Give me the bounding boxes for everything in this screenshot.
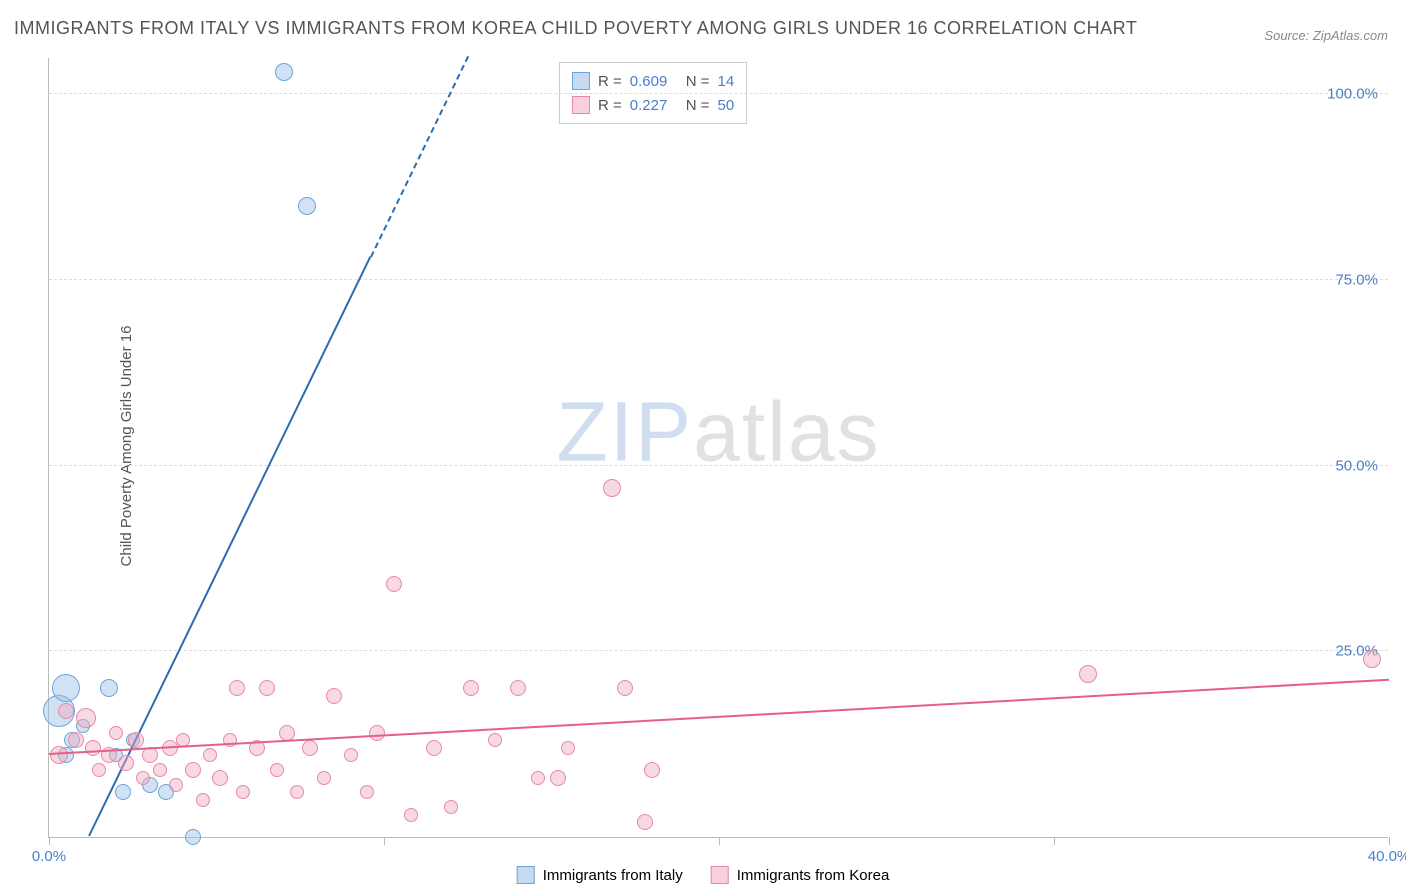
data-point bbox=[270, 763, 284, 777]
data-point bbox=[617, 680, 633, 696]
data-point bbox=[360, 785, 374, 799]
data-point bbox=[136, 771, 150, 785]
data-point bbox=[550, 770, 566, 786]
data-point bbox=[1363, 650, 1381, 668]
data-point bbox=[561, 741, 575, 755]
gridline bbox=[49, 465, 1388, 466]
data-point bbox=[637, 814, 653, 830]
data-point bbox=[109, 726, 123, 740]
data-point bbox=[488, 733, 502, 747]
legend-n-label: N = bbox=[686, 73, 710, 90]
chart-title: IMMIGRANTS FROM ITALY VS IMMIGRANTS FROM… bbox=[14, 18, 1137, 39]
legend-row: R = 0.227 N = 50 bbox=[572, 93, 734, 117]
gridline bbox=[49, 93, 1388, 94]
legend-item-label: Immigrants from Italy bbox=[543, 867, 683, 884]
legend-n-label: N = bbox=[686, 97, 710, 114]
legend-swatch bbox=[711, 866, 729, 884]
data-point bbox=[68, 732, 84, 748]
source-attribution: Source: ZipAtlas.com bbox=[1264, 28, 1388, 43]
legend-n-value: 14 bbox=[718, 73, 735, 90]
data-point bbox=[223, 733, 237, 747]
data-point bbox=[426, 740, 442, 756]
source-value: ZipAtlas.com bbox=[1313, 28, 1388, 43]
data-point bbox=[275, 63, 293, 81]
data-point bbox=[386, 576, 402, 592]
legend-row: R = 0.609 N = 14 bbox=[572, 69, 734, 93]
data-point bbox=[85, 740, 101, 756]
watermark: ZIPatlas bbox=[556, 383, 880, 480]
legend-r-label: R = bbox=[598, 97, 622, 114]
data-point bbox=[369, 725, 385, 741]
x-tick bbox=[719, 837, 720, 845]
x-tick bbox=[1054, 837, 1055, 845]
data-point bbox=[644, 762, 660, 778]
data-point bbox=[463, 680, 479, 696]
legend-swatch bbox=[572, 96, 590, 114]
data-point bbox=[153, 763, 167, 777]
data-point bbox=[92, 763, 106, 777]
data-point bbox=[118, 755, 134, 771]
legend-item: Immigrants from Italy bbox=[517, 866, 683, 884]
data-point bbox=[115, 784, 131, 800]
series-legend: Immigrants from Italy Immigrants from Ko… bbox=[517, 866, 890, 884]
gridline bbox=[49, 650, 1388, 651]
y-tick-label: 50.0% bbox=[1335, 457, 1378, 474]
data-point bbox=[404, 808, 418, 822]
data-point bbox=[185, 829, 201, 845]
data-point bbox=[344, 748, 358, 762]
data-point bbox=[531, 771, 545, 785]
x-tick-label: 0.0% bbox=[32, 848, 66, 865]
data-point bbox=[58, 703, 74, 719]
regression-line bbox=[49, 679, 1389, 755]
data-point bbox=[298, 197, 316, 215]
scatter-plot-area: ZIPatlas R = 0.609 N = 14 R = 0.227 N = … bbox=[48, 58, 1388, 838]
legend-swatch bbox=[572, 72, 590, 90]
legend-r-value: 0.609 bbox=[630, 73, 678, 90]
data-point bbox=[302, 740, 318, 756]
source-label: Source: bbox=[1264, 28, 1309, 43]
gridline bbox=[49, 279, 1388, 280]
data-point bbox=[50, 746, 68, 764]
data-point bbox=[128, 732, 144, 748]
legend-swatch bbox=[517, 866, 535, 884]
regression-line-extrapolated bbox=[370, 56, 469, 257]
data-point bbox=[259, 680, 275, 696]
legend-r-label: R = bbox=[598, 73, 622, 90]
data-point bbox=[603, 479, 621, 497]
x-tick bbox=[49, 837, 50, 845]
data-point bbox=[1079, 665, 1097, 683]
data-point bbox=[236, 785, 250, 799]
data-point bbox=[212, 770, 228, 786]
data-point bbox=[185, 762, 201, 778]
data-point bbox=[52, 674, 80, 702]
data-point bbox=[76, 708, 96, 728]
data-point bbox=[169, 778, 183, 792]
data-point bbox=[196, 793, 210, 807]
data-point bbox=[100, 679, 118, 697]
data-point bbox=[229, 680, 245, 696]
data-point bbox=[203, 748, 217, 762]
legend-item: Immigrants from Korea bbox=[711, 866, 890, 884]
legend-r-value: 0.227 bbox=[630, 97, 678, 114]
data-point bbox=[317, 771, 331, 785]
data-point bbox=[444, 800, 458, 814]
legend-n-value: 50 bbox=[718, 97, 735, 114]
x-tick bbox=[1389, 837, 1390, 845]
data-point bbox=[290, 785, 304, 799]
data-point bbox=[326, 688, 342, 704]
y-tick-label: 100.0% bbox=[1327, 86, 1378, 103]
legend-item-label: Immigrants from Korea bbox=[737, 867, 890, 884]
x-tick bbox=[384, 837, 385, 845]
x-tick-label: 40.0% bbox=[1368, 848, 1406, 865]
data-point bbox=[510, 680, 526, 696]
y-tick-label: 75.0% bbox=[1335, 271, 1378, 288]
